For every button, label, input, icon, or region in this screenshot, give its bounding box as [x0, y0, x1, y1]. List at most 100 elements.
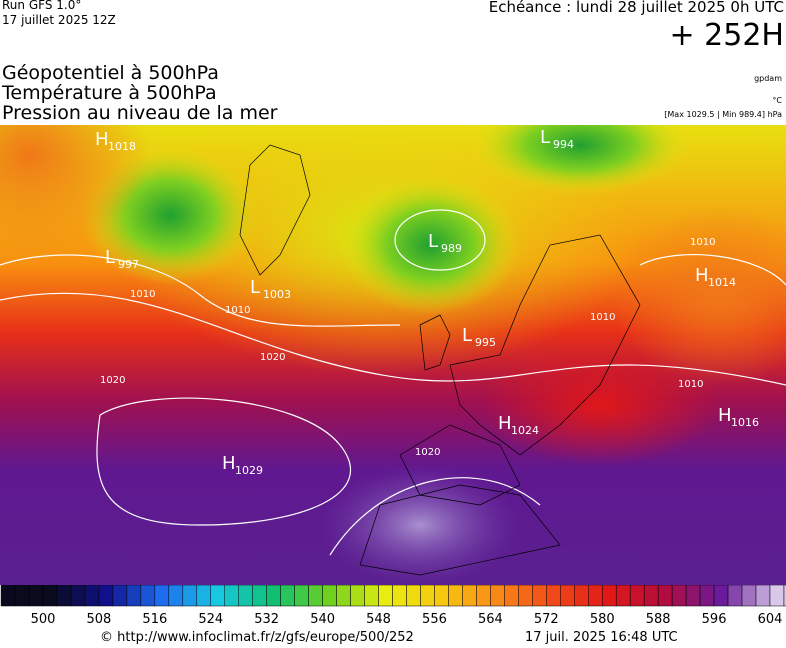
swatch	[769, 585, 785, 607]
swatch	[98, 585, 114, 607]
center-type: H	[498, 413, 512, 434]
swatch	[420, 585, 435, 607]
unit: [Max 1029.5 | Min 989.4] hPa	[664, 110, 782, 119]
colorbar-label: 604	[758, 612, 783, 625]
isobar-label: 1020	[100, 375, 125, 386]
swatch	[168, 585, 184, 607]
valid-time: Echéance : lundi 28 juillet 2025 0h UTC	[488, 0, 784, 16]
isobar-label: 1010	[690, 237, 715, 248]
swatch	[713, 585, 729, 607]
swatch	[112, 585, 128, 607]
run: Run GFS 1.0°	[2, 0, 82, 12]
colorbar-label: 532	[254, 612, 279, 625]
swatch	[434, 585, 449, 607]
colorbar-label: 572	[534, 612, 559, 625]
generated: 17 juil. 2025 16:48 UTC	[525, 630, 678, 645]
center-type: H	[222, 453, 236, 474]
lead-time: + 252H	[669, 18, 785, 53]
center-type: L	[540, 127, 550, 148]
colorbar: 500 508 516 524 532 540 548 556 564 572 580 588 596 6…	[0, 585, 786, 625]
swatch	[210, 585, 225, 607]
center-type: H	[95, 129, 109, 150]
swatch	[224, 585, 239, 607]
center-pressure: 1014	[708, 276, 736, 289]
swatch	[140, 585, 156, 607]
swatch	[448, 585, 463, 607]
field: Pression au niveau de la mer	[2, 102, 278, 124]
swatch	[727, 585, 743, 607]
swatch	[504, 585, 519, 607]
colorbar-label: 596	[702, 612, 727, 625]
center-pressure: 1016	[731, 416, 759, 429]
colorbar-label: 556	[422, 612, 447, 625]
swatch	[378, 585, 393, 607]
swatch	[336, 585, 351, 607]
swatch	[588, 585, 603, 607]
swatch	[783, 585, 786, 607]
swatch	[601, 585, 617, 607]
swatch	[518, 585, 533, 607]
center-type: H	[718, 405, 732, 426]
swatch	[308, 585, 323, 607]
swatch	[685, 585, 701, 607]
source: © http://www.infoclimat.fr/z/gfs/europe/…	[100, 630, 414, 645]
swatch	[671, 585, 687, 607]
swatch	[560, 585, 575, 607]
swatch	[280, 585, 295, 607]
swatch	[476, 585, 491, 607]
isobar-label: 1010	[130, 289, 155, 300]
center-type: H	[695, 265, 709, 286]
center-pressure: 989	[441, 242, 462, 255]
colorbar-label: 516	[142, 612, 167, 625]
swatch	[14, 585, 30, 607]
unit: °C	[772, 96, 782, 105]
swatch	[154, 585, 170, 607]
center-pressure: 1029	[235, 464, 263, 477]
center-pressure: 994	[553, 138, 574, 151]
swatch	[126, 585, 142, 607]
swatch	[406, 585, 421, 607]
center-type: L	[250, 277, 260, 298]
center-pressure: 997	[118, 258, 139, 271]
center-pressure: 1018	[108, 140, 136, 153]
swatch	[0, 585, 16, 607]
center-type: L	[105, 247, 115, 268]
run-date: 17 juillet 2025 12Z	[2, 13, 116, 27]
swatch	[657, 585, 673, 607]
colorbar-label: 548	[366, 612, 391, 625]
colorbar-label: 580	[590, 612, 615, 625]
swatch	[196, 585, 212, 607]
swatch	[28, 585, 44, 607]
swatch	[741, 585, 757, 607]
colorbar-label: 588	[646, 612, 671, 625]
center-type: L	[428, 231, 438, 252]
swatch	[70, 585, 86, 607]
swatch	[462, 585, 477, 607]
swatch	[755, 585, 771, 607]
swatch	[266, 585, 281, 607]
swatch	[294, 585, 309, 607]
colorbar-label: 540	[310, 612, 335, 625]
field: Température à 500hPa	[2, 82, 217, 104]
colorbar-label: 564	[478, 612, 503, 625]
swatch	[252, 585, 267, 607]
swatch	[629, 585, 645, 607]
field: Géopotentiel à 500hPa	[2, 62, 219, 84]
swatch	[42, 585, 58, 607]
swatch	[392, 585, 407, 607]
center-pressure: 1003	[263, 288, 291, 301]
swatch	[238, 585, 253, 607]
swatch	[56, 585, 72, 607]
swatch	[615, 585, 631, 607]
swatch	[84, 585, 100, 607]
center-pressure: 1024	[511, 424, 539, 437]
unit: gpdam	[754, 74, 782, 83]
isobar-label: 1010	[678, 379, 703, 390]
swatch	[699, 585, 715, 607]
swatch	[350, 585, 365, 607]
swatch	[490, 585, 505, 607]
swatch	[643, 585, 659, 607]
swatch	[574, 585, 589, 607]
colorbar-label: 524	[198, 612, 223, 625]
